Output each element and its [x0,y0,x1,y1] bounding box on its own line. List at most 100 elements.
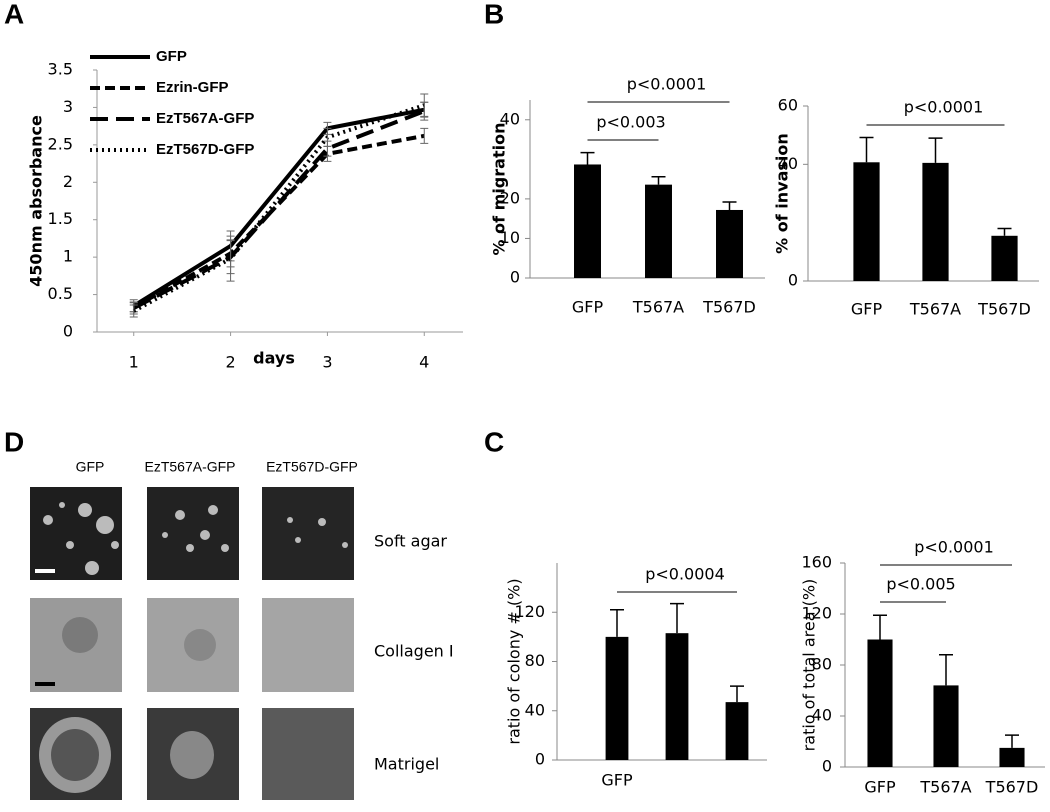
panel-label: B [484,0,504,29]
x-tick-label: 4 [419,353,429,372]
scale-bar [35,569,55,573]
x-tick-label: T567D [702,298,756,317]
line [132,107,425,308]
y-axis-label: % of invasion [773,133,792,254]
colony [51,729,99,781]
bar [991,235,1018,281]
row-label: Soft agar [374,532,447,551]
error-bar [730,685,744,703]
bar [605,636,629,760]
column-label: GFP [76,459,105,475]
x-tick-label: T567D [977,300,1031,319]
colonies [43,502,348,575]
annotation: p<0.0001 [627,75,707,94]
micrograph [262,598,354,692]
y-tick-label: 160 [801,553,832,572]
y-tick-label: 0 [822,757,832,776]
error-bar [420,127,429,144]
colony [170,731,214,779]
panel-label: C [484,426,504,457]
y-tick-label: 120 [514,602,545,621]
x-tick-label: GFP [572,298,604,317]
y-tick-label: 3 [63,97,73,116]
y-tick-label: 2.5 [48,134,73,153]
micrograph [30,487,122,580]
bar [933,685,959,767]
y-tick-label: 80 [812,655,832,674]
error-bar [997,227,1012,236]
y-tick-label: 10 [500,228,520,247]
bar [716,209,743,278]
x-tick-label: 3 [322,353,332,372]
x-tick-label: T567D [985,778,1039,797]
colony [184,629,216,661]
bar [999,747,1025,767]
y-axis-label: ratio of total area (%) [800,579,819,752]
x-tick-label: GFP [864,778,896,797]
bar [645,184,672,278]
annotation: p<0.0004 [645,565,725,584]
y-tick-label: 120 [801,604,832,623]
y-tick-label: 2 [63,172,73,191]
micrographs [30,487,354,800]
row-label: Collagen I [374,642,454,661]
x-tick-label: T567A [919,778,971,797]
legend-label: EzT567A-GFP [156,110,254,127]
error-bar [323,127,332,147]
x-tick-label: 2 [225,353,235,372]
y-tick-label: 0 [63,322,73,341]
x-tick-label: GFP [601,771,633,790]
y-tick-label: 0 [535,750,545,769]
y-tick-label: 0.5 [48,284,73,303]
error-bar [873,614,887,640]
panel-label: A [4,0,24,29]
column-label: EzT567A-GFP [144,459,235,475]
y-tick-label: 40 [812,706,832,725]
legend-label: Ezrin-GFP [156,79,229,96]
colony [62,617,98,653]
y-axis-label: ratio of colony # (%) [505,578,524,744]
y-axis-label: 450nm absorbance [27,115,46,287]
bar [867,639,893,767]
y-tick-label: 20 [500,188,520,207]
error-bar [1005,734,1019,748]
y-axis-label: % of migration [490,123,509,256]
micrograph [262,708,354,800]
line [132,133,425,310]
error-bar [928,137,943,163]
y-tick-label: 0 [788,271,798,290]
line [132,109,425,310]
micrograph [147,487,239,580]
x-axis-label: days [253,349,295,368]
x-tick-label: T567A [632,298,684,317]
y-tick-label: 3.5 [48,60,73,79]
error-bar [670,602,684,634]
y-tick-label: 40 [525,700,545,719]
error-bar [859,136,874,163]
annotation: p<0.005 [886,575,955,594]
error-bar [610,609,624,637]
error-bar [129,304,138,318]
panel-label: D [4,426,24,457]
error-bar [722,201,737,210]
legend-label: EzT567D-GFP [156,141,254,158]
bar [665,633,689,760]
line [132,103,425,313]
y-tick-label: 0 [510,268,520,287]
legend-label: GFP [156,48,187,65]
bar [922,162,949,281]
error-bar [939,654,953,686]
x-tick-label: T567A [909,300,961,319]
x-tick-label: GFP [851,300,883,319]
column-label: EzT567D-GFP [266,459,358,475]
y-tick-label: 80 [525,651,545,670]
bar [853,162,880,281]
y-tick-label: 40 [778,154,798,173]
y-tick-label: 1 [63,247,73,266]
annotation: p<0.0001 [914,538,994,557]
x-tick-label: 1 [129,353,139,372]
micrograph [262,487,354,580]
bar [725,702,749,760]
row-label: Matrigel [374,755,439,774]
